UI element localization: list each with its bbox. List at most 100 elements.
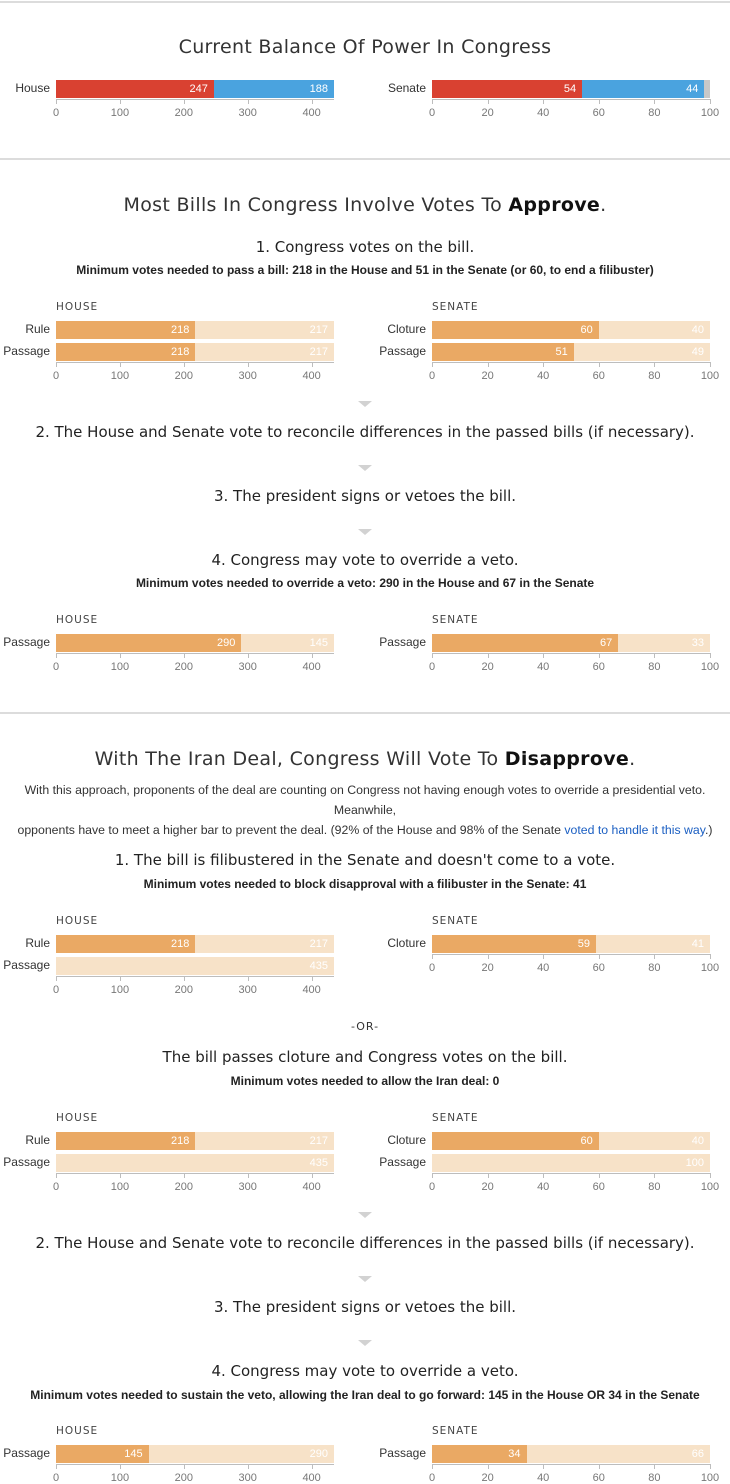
axis-tick (183, 1464, 185, 1469)
balance-title: Current Balance Of Power In Congress (178, 36, 552, 58)
row-label: Senate (387, 81, 426, 95)
bar-segment: 290 (148, 1445, 334, 1463)
data-label: 217 (309, 938, 328, 950)
disapprove-step-3: 3. The president signs or vetoes the bil… (213, 1298, 517, 1316)
tick-label: 20 (481, 1472, 494, 1484)
axis-tick (311, 653, 313, 658)
tick-label: 60 (592, 661, 605, 673)
tick-label: 100 (700, 1181, 720, 1193)
axis-tick (598, 99, 600, 104)
voted-link[interactable]: voted to handle it this way (564, 823, 705, 837)
tick-label: 100 (700, 370, 720, 382)
data-label: 218 (170, 1135, 190, 1147)
row-label: Passage (379, 1446, 426, 1460)
tick-label: 100 (700, 661, 720, 673)
row-label: Passage (379, 1155, 426, 1169)
tick-label: 20 (481, 1181, 494, 1193)
x-axis (56, 1464, 334, 1465)
tick-label: 100 (110, 1181, 130, 1193)
row-label: Cloture (387, 1133, 426, 1147)
axis-tick (487, 362, 489, 367)
x-axis (56, 1173, 334, 1174)
bar-segment: 217 (195, 321, 334, 339)
data-label: 217 (309, 324, 328, 336)
tick-label: 100 (110, 370, 130, 382)
axis-tick (654, 653, 656, 658)
data-label: 100 (685, 1157, 704, 1169)
axis-tick (183, 1173, 185, 1178)
x-axis (432, 1464, 710, 1465)
tick-label: 80 (648, 1472, 661, 1484)
axis-tick (487, 1173, 489, 1178)
row-label: Passage (379, 344, 426, 358)
bar-segment: 40 (598, 321, 710, 339)
tick-label: 20 (481, 962, 494, 974)
row-label: Passage (3, 344, 50, 358)
bar-segment: 218 (56, 935, 196, 953)
bar-segment: 40 (598, 1132, 710, 1150)
tick-label: 80 (648, 1181, 661, 1193)
bar-segment: 60 (432, 1132, 599, 1150)
axis-tick (543, 954, 545, 959)
data-label: 217 (309, 1135, 328, 1147)
axis-tick (543, 362, 545, 367)
tick-label: 400 (302, 1472, 321, 1484)
axis-tick (247, 1464, 249, 1469)
section-divider (0, 158, 730, 160)
disapprove-step-1-note: Minimum votes needed to block disapprova… (143, 877, 587, 891)
tick-label: 60 (592, 370, 605, 382)
tick-label: 40 (537, 661, 550, 673)
tick-label: 60 (592, 962, 605, 974)
tick-label: 0 (428, 107, 436, 119)
data-label: 217 (309, 346, 328, 358)
tick-label: 400 (302, 107, 321, 119)
axis-tick (710, 99, 711, 104)
axis-tick (247, 1173, 249, 1178)
data-label: 188 (309, 83, 328, 95)
approve-step-4: 4. Congress may vote to override a veto. (211, 551, 519, 569)
down-arrow-icon (358, 1276, 372, 1282)
tick-label: 300 (238, 370, 257, 382)
axis-tick (311, 99, 313, 104)
chamber-label: SENATE (432, 301, 479, 313)
tick-label: 200 (174, 661, 193, 673)
tick-label: 40 (537, 962, 550, 974)
tick-label: 0 (428, 1181, 436, 1193)
axis-tick (710, 362, 711, 367)
down-arrow-icon (358, 1340, 372, 1346)
axis-tick (56, 653, 57, 658)
axis-tick (710, 653, 711, 658)
tick-label: 60 (592, 1181, 605, 1193)
tick-label: 300 (238, 107, 257, 119)
down-arrow-icon (358, 529, 372, 535)
chamber-label: SENATE (432, 1112, 479, 1124)
bar-segment: 54 (432, 80, 583, 98)
down-arrow-icon (358, 401, 372, 407)
x-axis (56, 362, 334, 363)
axis-tick (710, 954, 711, 959)
disapprove-step-2: 2. The House and Senate vote to reconcil… (35, 1234, 695, 1252)
tick-label: 0 (428, 1472, 436, 1484)
axis-tick (487, 1464, 489, 1469)
data-label: 66 (691, 1448, 704, 1460)
bar-segment: 145 (56, 1445, 149, 1463)
bar-segment: 34 (432, 1445, 527, 1463)
axis-tick (654, 1464, 656, 1469)
axis-tick (247, 362, 249, 367)
axis-tick (598, 1464, 600, 1469)
bar-segment: 66 (526, 1445, 710, 1463)
approve-step-4-note: Minimum votes needed to override a veto:… (135, 576, 595, 590)
tick-label: 0 (52, 370, 60, 382)
tick-label: 100 (110, 984, 130, 996)
bar-segment: 188 (213, 80, 334, 98)
top-divider (0, 1, 730, 3)
axis-tick (119, 1464, 121, 1469)
data-label: 218 (170, 324, 190, 336)
tick-label: 80 (648, 962, 661, 974)
axis-tick (119, 653, 121, 658)
approve-step-1: 1. Congress votes on the bill. (255, 238, 475, 256)
chamber-label: HOUSE (56, 915, 99, 927)
chamber-label: HOUSE (56, 614, 99, 626)
bar-segment (704, 80, 710, 98)
axis-tick (487, 954, 489, 959)
